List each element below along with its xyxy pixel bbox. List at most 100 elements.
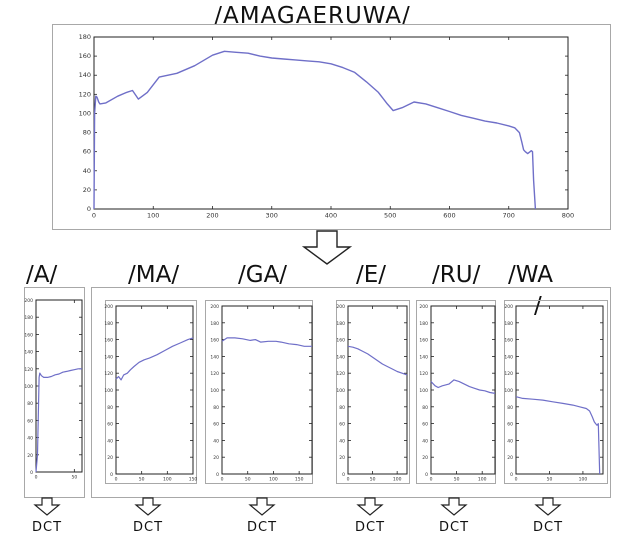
y-tick-label: 20 — [339, 455, 345, 461]
y-tick-label: 140 — [504, 354, 513, 360]
down-arrow-icon — [534, 497, 562, 516]
x-tick-label: 50 — [370, 477, 376, 483]
x-tick-label: 600 — [443, 212, 455, 220]
x-tick-label: 50 — [454, 477, 460, 483]
y-tick-label: 100 — [104, 388, 113, 394]
x-tick-label: 0 — [92, 212, 96, 220]
y-tick-label: 0 — [425, 472, 428, 478]
x-tick-label: 0 — [515, 477, 518, 483]
y-tick-label: 20 — [213, 455, 219, 461]
y-tick-label: 40 — [27, 436, 33, 442]
x-tick-label: 0 — [347, 477, 350, 483]
y-tick-label: 0 — [30, 470, 33, 476]
segment-label: /E/ — [356, 262, 387, 288]
y-tick-label: 200 — [419, 304, 428, 310]
y-tick-label: 60 — [422, 422, 428, 428]
segments-frame — [91, 287, 611, 498]
y-tick-label: 40 — [422, 438, 428, 444]
y-tick-label: 40 — [339, 438, 345, 444]
y-tick-label: 160 — [419, 338, 428, 344]
x-tick-label: 100 — [579, 477, 588, 483]
y-tick-label: 80 — [339, 405, 345, 411]
y-tick-label: 100 — [336, 388, 345, 394]
y-tick-label: 20 — [83, 186, 91, 194]
x-tick-label: 0 — [221, 477, 224, 483]
x-tick-label: 500 — [384, 212, 396, 220]
y-tick-label: 120 — [336, 371, 345, 377]
x-tick-label: 700 — [503, 212, 515, 220]
x-tick-label: 50 — [547, 477, 553, 483]
y-tick-label: 0 — [342, 472, 345, 478]
y-tick-label: 160 — [336, 338, 345, 344]
y-tick-label: 20 — [507, 455, 513, 461]
x-tick-label: 50 — [245, 477, 251, 483]
y-tick-label: 80 — [107, 405, 113, 411]
down-arrow-icon — [33, 497, 61, 516]
pitch-curve — [93, 50, 537, 210]
x-tick-label: 150 — [295, 477, 304, 483]
y-tick-label: 100 — [504, 388, 513, 394]
x-tick-label: 0 — [35, 475, 38, 481]
y-tick-label: 160 — [504, 338, 513, 344]
pitch-curve — [347, 345, 408, 376]
y-tick-label: 120 — [504, 371, 513, 377]
y-tick-label: 180 — [336, 321, 345, 327]
y-tick-label: 100 — [419, 388, 428, 394]
x-tick-label: 0 — [430, 477, 433, 483]
y-tick-label: 140 — [419, 354, 428, 360]
segment-label: /A/ — [26, 262, 58, 288]
segment-label: /RU/ — [432, 262, 481, 288]
x-tick-label: 800 — [562, 212, 574, 220]
y-tick-label: 100 — [79, 109, 91, 117]
segment-label: /GA/ — [238, 262, 288, 288]
y-tick-label: 60 — [107, 422, 113, 428]
y-tick-label: 100 — [24, 384, 33, 390]
y-tick-label: 120 — [79, 90, 91, 98]
y-tick-label: 0 — [510, 472, 513, 478]
down-arrow-icon — [356, 497, 384, 516]
dct-label: DCT — [132, 520, 164, 535]
y-tick-label: 180 — [419, 321, 428, 327]
segment-label: /MA/ — [128, 262, 180, 288]
y-tick-label: 20 — [422, 455, 428, 461]
y-tick-label: 140 — [79, 71, 91, 79]
y-tick-label: 200 — [24, 298, 33, 304]
segment-plot-frame — [336, 300, 410, 484]
y-tick-label: 140 — [24, 350, 33, 356]
y-tick-label: 200 — [210, 304, 219, 310]
main-plot-frame — [52, 24, 611, 230]
y-tick-label: 80 — [213, 405, 219, 411]
y-tick-label: 60 — [83, 148, 91, 156]
y-tick-label: 180 — [104, 321, 113, 327]
y-tick-label: 120 — [210, 371, 219, 377]
pitch-curve — [221, 337, 312, 347]
y-tick-label: 20 — [27, 453, 33, 459]
segment-label: /WA — [508, 262, 553, 288]
x-tick-label: 150 — [189, 477, 198, 483]
y-tick-label: 20 — [107, 455, 113, 461]
x-tick-label: 100 — [478, 477, 487, 483]
pitch-curve — [515, 396, 601, 475]
y-tick-label: 60 — [213, 422, 219, 428]
y-tick-label: 120 — [24, 367, 33, 373]
pitch-curve — [430, 379, 496, 394]
y-tick-label: 180 — [79, 33, 91, 41]
x-tick-label: 50 — [71, 475, 77, 481]
x-tick-label: 100 — [147, 212, 159, 220]
x-tick-label: 300 — [266, 212, 278, 220]
segment-plot-frame — [504, 300, 608, 484]
x-tick-label: 100 — [163, 477, 172, 483]
y-tick-label: 80 — [422, 405, 428, 411]
y-tick-label: 160 — [104, 338, 113, 344]
dct-label: DCT — [438, 520, 470, 535]
x-tick-label: 50 — [139, 477, 145, 483]
y-tick-label: 60 — [507, 422, 513, 428]
y-tick-label: 200 — [104, 304, 113, 310]
dct-label: DCT — [354, 520, 386, 535]
y-tick-label: 40 — [83, 167, 91, 175]
x-tick-label: 100 — [269, 477, 278, 483]
